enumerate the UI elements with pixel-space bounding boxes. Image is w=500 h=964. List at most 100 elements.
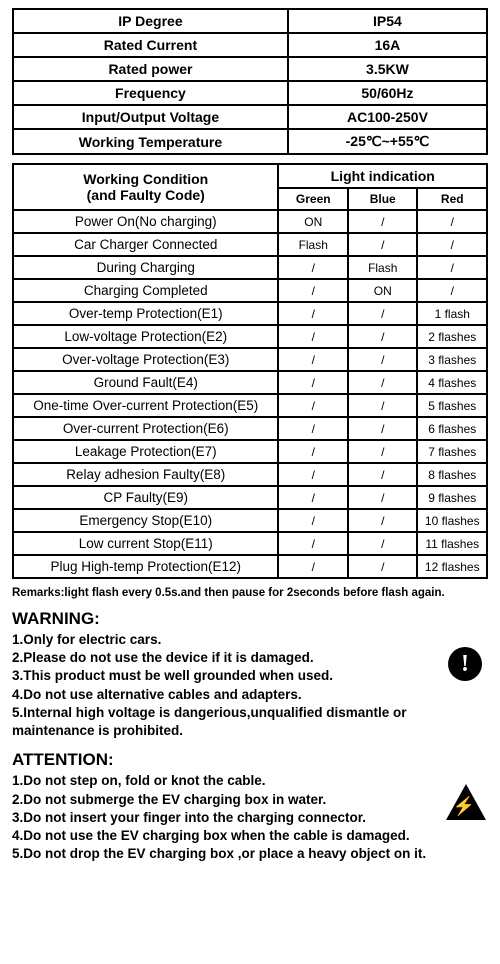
spec-value: IP54 <box>288 9 487 33</box>
fault-row: Relay adhesion Faulty(E8)//8 flashes <box>13 463 487 486</box>
fault-g: / <box>278 256 348 279</box>
spec-value: AC100-250V <box>288 105 487 129</box>
warning-item: 4.Do not use alternative cables and adap… <box>12 686 440 704</box>
fault-g: / <box>278 348 348 371</box>
warning-list: 1.Only for electric cars.2.Please do not… <box>12 631 488 740</box>
fault-b: / <box>348 325 418 348</box>
fault-r: 6 flashes <box>417 417 487 440</box>
fault-row: One-time Over-current Protection(E5)//5 … <box>13 394 487 417</box>
fault-condition: Power On(No charging) <box>13 210 278 233</box>
fault-condition: Low current Stop(E11) <box>13 532 278 555</box>
fault-b: / <box>348 371 418 394</box>
fault-condition: CP Faulty(E9) <box>13 486 278 509</box>
fault-b: / <box>348 555 418 578</box>
fault-row: Low current Stop(E11)//11 flashes <box>13 532 487 555</box>
fault-b: / <box>348 532 418 555</box>
fault-b: / <box>348 302 418 325</box>
spec-table: IP DegreeIP54Rated Current16ARated power… <box>12 8 488 155</box>
exclamation-icon: ! <box>448 647 482 681</box>
warning-title: WARNING: <box>12 609 488 629</box>
fault-g: / <box>278 325 348 348</box>
spec-label: Rated power <box>13 57 288 81</box>
fault-row: Low-voltage Protection(E2)//2 flashes <box>13 325 487 348</box>
attention-item: 3.Do not insert your finger into the cha… <box>12 809 440 827</box>
fault-r: 10 flashes <box>417 509 487 532</box>
spec-value: -25℃~+55℃ <box>288 129 487 154</box>
attention-list: 1.Do not step on, fold or knot the cable… <box>12 772 488 863</box>
fault-sub-red: Red <box>417 188 487 210</box>
fault-r: 8 flashes <box>417 463 487 486</box>
spec-row: Frequency50/60Hz <box>13 81 487 105</box>
fault-r: / <box>417 279 487 302</box>
fault-condition: Over-voltage Protection(E3) <box>13 348 278 371</box>
spec-row: IP DegreeIP54 <box>13 9 487 33</box>
fault-r: / <box>417 233 487 256</box>
fault-row: Over-current Protection(E6)//6 flashes <box>13 417 487 440</box>
fault-b: / <box>348 509 418 532</box>
fault-g: / <box>278 417 348 440</box>
spec-value: 16A <box>288 33 487 57</box>
fault-condition: Plug High-temp Protection(E12) <box>13 555 278 578</box>
spec-label: Rated Current <box>13 33 288 57</box>
attention-block: ATTENTION: 1.Do not step on, fold or kno… <box>12 750 488 863</box>
fault-condition: Ground Fault(E4) <box>13 371 278 394</box>
fault-condition: Leakage Protection(E7) <box>13 440 278 463</box>
attention-title: ATTENTION: <box>12 750 488 770</box>
fault-b: Flash <box>348 256 418 279</box>
fault-row: Over-voltage Protection(E3)//3 flashes <box>13 348 487 371</box>
fault-g: / <box>278 463 348 486</box>
spec-label: Input/Output Voltage <box>13 105 288 129</box>
attention-item: 4.Do not use the EV charging box when th… <box>12 827 440 845</box>
fault-r: 1 flash <box>417 302 487 325</box>
fault-b: / <box>348 233 418 256</box>
fault-condition: Low-voltage Protection(E2) <box>13 325 278 348</box>
fault-r: / <box>417 256 487 279</box>
fault-g: / <box>278 486 348 509</box>
fault-g: / <box>278 371 348 394</box>
warning-block: WARNING: 1.Only for electric cars.2.Plea… <box>12 609 488 740</box>
spec-table-body: IP DegreeIP54Rated Current16ARated power… <box>13 9 487 154</box>
spec-row: Rated power3.5KW <box>13 57 487 81</box>
fault-row: Leakage Protection(E7)//7 flashes <box>13 440 487 463</box>
spec-row: Input/Output VoltageAC100-250V <box>13 105 487 129</box>
fault-row: Over-temp Protection(E1)//1 flash <box>13 302 487 325</box>
fault-g: ON <box>278 210 348 233</box>
fault-condition: Over-current Protection(E6) <box>13 417 278 440</box>
fault-r: 3 flashes <box>417 348 487 371</box>
fault-row: Power On(No charging)ON// <box>13 210 487 233</box>
fault-sub-blue: Blue <box>348 188 418 210</box>
spec-label: Frequency <box>13 81 288 105</box>
warning-item: 3.This product must be well grounded whe… <box>12 667 440 685</box>
attention-item: 1.Do not step on, fold or knot the cable… <box>12 772 440 790</box>
fault-condition: Relay adhesion Faulty(E8) <box>13 463 278 486</box>
fault-g: / <box>278 555 348 578</box>
fault-table: Working Condition (and Faulty Code) Ligh… <box>12 163 488 579</box>
fault-row: Charging Completed/ON/ <box>13 279 487 302</box>
fault-r: 5 flashes <box>417 394 487 417</box>
fault-r: 12 flashes <box>417 555 487 578</box>
attention-item: 2.Do not submerge the EV charging box in… <box>12 791 440 809</box>
spec-label: Working Temperature <box>13 129 288 154</box>
fault-b: / <box>348 394 418 417</box>
fault-g: Flash <box>278 233 348 256</box>
fault-condition: Emergency Stop(E10) <box>13 509 278 532</box>
lightning-icon: ⚡ <box>453 796 475 817</box>
remarks-text: Remarks:light flash every 0.5s.and then … <box>12 587 488 599</box>
warning-item: 1.Only for electric cars. <box>12 631 440 649</box>
attention-item: 5.Do not drop the EV charging box ,or pl… <box>12 845 440 863</box>
spec-row: Rated Current16A <box>13 33 487 57</box>
fault-g: / <box>278 532 348 555</box>
fault-row: During Charging/Flash/ <box>13 256 487 279</box>
fault-g: / <box>278 440 348 463</box>
warning-item: 5.Internal high voltage is dangerious,un… <box>12 704 440 740</box>
spec-row: Working Temperature-25℃~+55℃ <box>13 129 487 154</box>
fault-b: / <box>348 210 418 233</box>
fault-light-header: Light indication <box>278 164 487 188</box>
fault-row: Plug High-temp Protection(E12)//12 flash… <box>13 555 487 578</box>
fault-r: / <box>417 210 487 233</box>
fault-cond-header: Working Condition (and Faulty Code) <box>13 164 278 210</box>
fault-condition: Charging Completed <box>13 279 278 302</box>
fault-b: ON <box>348 279 418 302</box>
spec-value: 50/60Hz <box>288 81 487 105</box>
fault-condition: During Charging <box>13 256 278 279</box>
